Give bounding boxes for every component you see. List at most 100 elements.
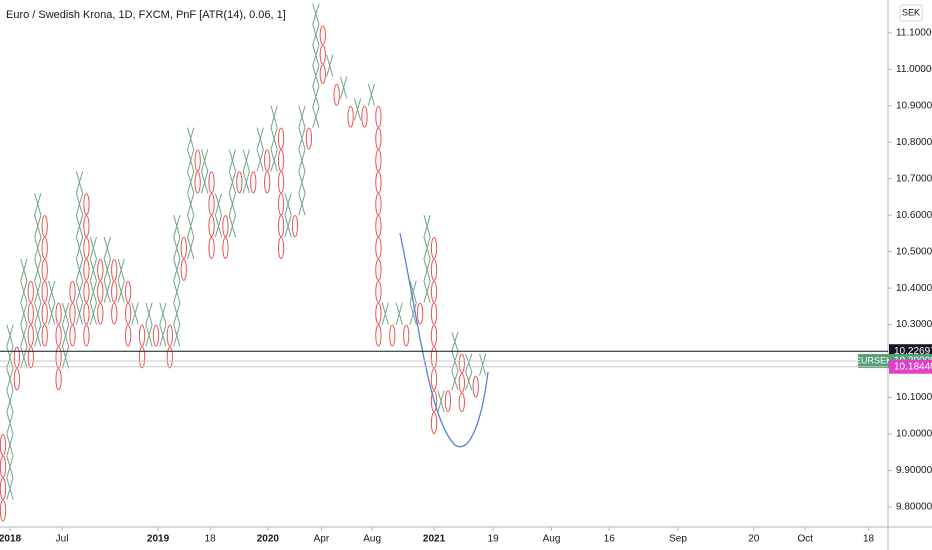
currency-box[interactable] <box>899 4 923 22</box>
o-box <box>375 324 382 347</box>
x-box <box>465 353 473 373</box>
x-box <box>200 171 209 194</box>
x-box <box>20 302 28 325</box>
x-tick-label: Aug <box>543 534 561 545</box>
x-box <box>395 302 403 325</box>
o-box <box>13 368 21 391</box>
o-box <box>277 215 285 238</box>
o-box <box>416 302 424 325</box>
o-box <box>41 302 48 325</box>
x-column <box>465 353 473 391</box>
o-box <box>180 237 187 259</box>
o-box <box>55 302 62 325</box>
x-column <box>61 302 70 369</box>
o-box <box>83 302 90 325</box>
x-tick-label: 18 <box>863 534 875 545</box>
o-box <box>111 258 118 281</box>
o-box <box>277 237 285 259</box>
o-box <box>375 215 382 238</box>
o-box <box>111 302 118 325</box>
o-box <box>97 280 104 303</box>
x-box <box>6 411 14 435</box>
x-column <box>340 76 348 99</box>
currency[interactable]: SEK <box>902 7 920 17</box>
x-box <box>34 193 42 216</box>
o-box <box>375 302 382 325</box>
o-box <box>0 477 7 500</box>
x-column <box>131 302 139 325</box>
o-box <box>319 25 326 45</box>
o-box <box>222 215 229 238</box>
o-column <box>264 149 271 194</box>
x-box <box>89 280 97 303</box>
x-box <box>451 331 459 352</box>
x-box <box>242 171 250 194</box>
o-box <box>430 368 438 391</box>
series-name-box <box>858 354 889 369</box>
y-tick-label: 10.00000 <box>896 429 932 440</box>
x-box <box>298 171 306 194</box>
x-box <box>159 324 167 347</box>
o-box <box>430 412 438 435</box>
x-box <box>173 215 181 238</box>
o-box <box>0 434 7 456</box>
y-tick-label: 10.30000 <box>896 319 932 330</box>
x-box <box>284 215 292 238</box>
o-box <box>444 390 452 413</box>
x-box <box>117 258 125 281</box>
x-box <box>340 76 348 99</box>
o-column <box>375 105 382 347</box>
x-column <box>200 149 209 194</box>
drawing-curve <box>399 232 489 448</box>
x-box <box>117 280 125 303</box>
x-box <box>284 193 292 216</box>
x-box <box>34 280 42 303</box>
x-box <box>61 324 70 347</box>
o-column <box>124 280 132 347</box>
x-box <box>103 258 111 281</box>
x-column <box>34 193 42 347</box>
x-box <box>270 127 278 150</box>
x-box <box>145 324 153 347</box>
o-box <box>375 237 382 259</box>
y-tick-label: 10.80000 <box>896 137 932 148</box>
o-box <box>41 280 48 303</box>
o-box <box>41 215 48 238</box>
o-box <box>375 258 382 281</box>
o-column <box>13 346 21 391</box>
x-box <box>367 83 376 106</box>
o-box <box>27 324 34 347</box>
o-box <box>375 105 382 128</box>
y-tick-label: 9.80000 <box>896 502 932 513</box>
x-column <box>89 236 97 325</box>
o-column <box>55 302 62 391</box>
y-tick-label: 10.50000 <box>896 246 932 257</box>
o-box <box>27 346 34 369</box>
o-box <box>83 193 90 216</box>
y-tick-label: 10.70000 <box>896 173 932 184</box>
o-box <box>458 373 465 393</box>
o-box <box>403 324 410 347</box>
x-box <box>270 105 278 128</box>
o-column <box>444 390 452 413</box>
o-box <box>430 390 438 413</box>
o-box <box>375 149 382 172</box>
o-box <box>13 346 21 369</box>
x-box <box>312 65 320 87</box>
o-box <box>389 324 396 347</box>
x-column <box>367 83 376 106</box>
x-box <box>423 236 431 260</box>
x-column <box>159 302 167 347</box>
x-box <box>34 236 42 260</box>
x-tick-label: 2019 <box>147 534 170 545</box>
x-box <box>256 149 264 172</box>
x-box <box>228 193 237 216</box>
o-box <box>41 237 48 259</box>
o-box <box>83 324 90 347</box>
x-box <box>75 280 84 303</box>
x-box <box>173 258 181 281</box>
x-column <box>256 127 264 172</box>
x-tick-label: 20 <box>748 534 760 545</box>
x-box <box>34 302 42 325</box>
